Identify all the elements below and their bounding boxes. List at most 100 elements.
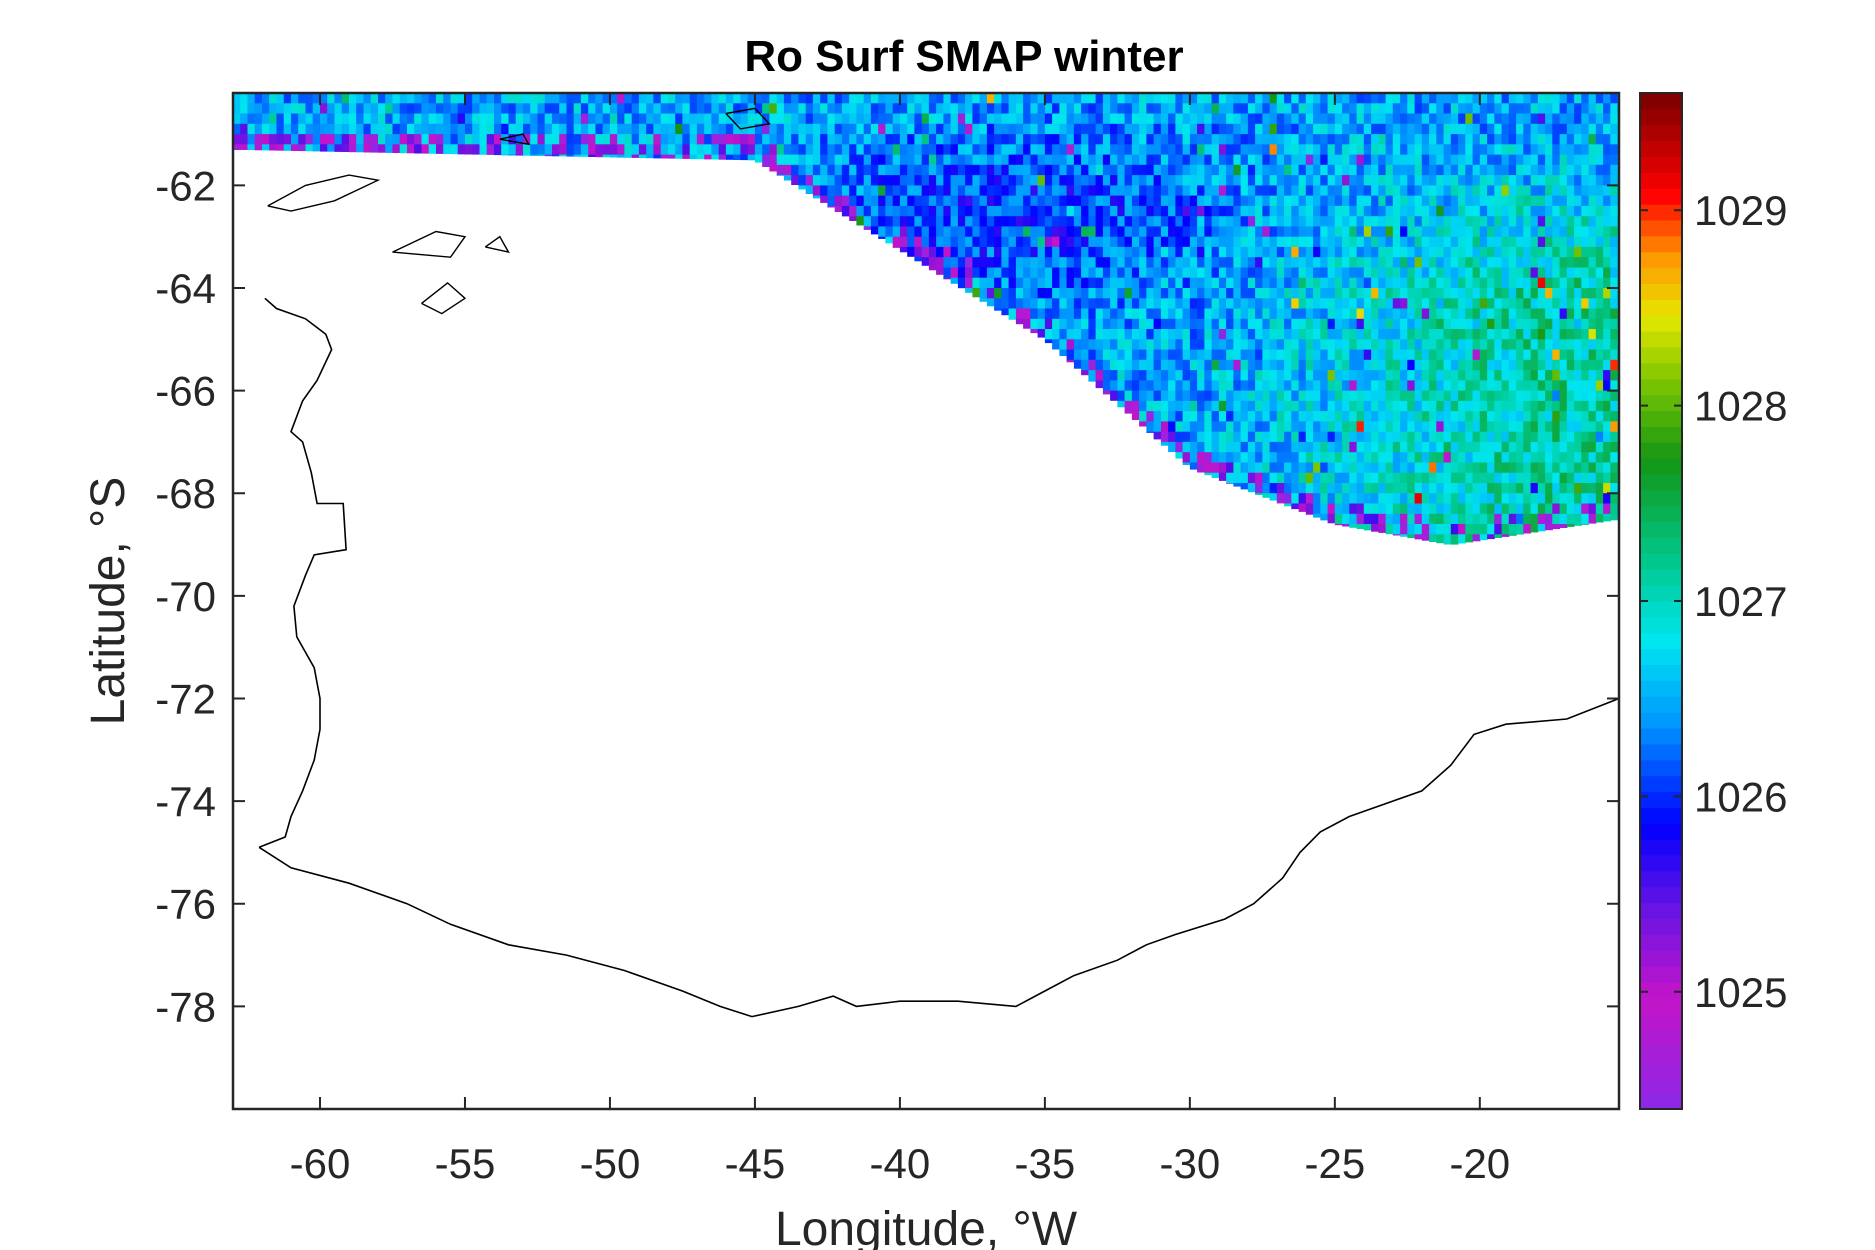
heatmap-cell [1501,103,1510,115]
heatmap-cell [1291,164,1300,176]
heatmap-cell [928,246,937,258]
heatmap-cell [1371,93,1379,104]
heatmap-cell [1465,246,1474,258]
heatmap-cell [421,134,430,145]
heatmap-cell [1581,175,1590,186]
heatmap-cell [1545,452,1553,464]
heatmap-cell [1508,380,1517,392]
heatmap-cell [878,185,886,197]
heatmap-cell [943,205,952,217]
heatmap-cell [1298,441,1307,453]
heatmap-cell [1385,524,1394,535]
heatmap-cell [1052,277,1060,289]
heatmap-cell [1015,236,1024,248]
heatmap-cell [1226,411,1234,422]
heatmap-cell [1349,134,1358,145]
heatmap-cell [1392,483,1401,494]
heatmap-cell [1204,339,1213,351]
heatmap-cell [1269,134,1278,145]
heatmap-cell [1400,339,1408,351]
heatmap-cell [1052,205,1060,217]
heatmap-cell [1588,195,1597,207]
heatmap-cell [1124,370,1133,381]
heatmap-cell [508,154,517,156]
heatmap-cell [1175,349,1184,361]
heatmap-cell [689,93,698,104]
heatmap-cell [1197,400,1205,412]
heatmap-cell [1175,380,1184,392]
heatmap-cell [1356,185,1365,197]
heatmap-cell [1153,113,1162,125]
heatmap-cell [1559,349,1568,361]
heatmap-cell [1240,462,1249,474]
heatmap-cell [972,93,981,104]
heatmap-cell [1073,329,1082,340]
heatmap-cell [1102,370,1111,381]
heatmap-cell [1487,318,1495,330]
heatmap-cell [1240,236,1249,248]
heatmap-cell [1218,421,1227,433]
heatmap-cell [602,134,611,145]
heatmap-cell [979,154,988,166]
heatmap-cell [1458,513,1466,525]
heatmap-cell [254,144,263,151]
heatmap-cell [1487,288,1495,299]
heatmap-cell [870,123,879,135]
heatmap-cell [1603,195,1611,207]
heatmap-cell [1305,205,1314,217]
heatmap-cell [1595,503,1604,515]
heatmap-cell [1574,226,1582,238]
heatmap-cell [1421,216,1430,228]
heatmap-cell [1197,462,1205,473]
heatmap-cell [305,93,314,104]
heatmap-cell [1124,339,1133,351]
heatmap-cell [1603,421,1611,433]
heatmap-cell [1363,123,1372,135]
heatmap-cell [1284,175,1292,186]
heatmap-cell [1124,390,1133,402]
heatmap-cell [1008,257,1017,269]
heatmap-cell [1465,113,1474,125]
heatmap-cell [1574,175,1582,186]
heatmap-cell [725,154,734,160]
heatmap-cell [1429,318,1437,330]
heatmap-cell [1110,164,1118,176]
heatmap-cell [602,93,611,104]
heatmap-cell [1276,329,1285,340]
heatmap-cell [1407,308,1416,320]
heatmap-cell [1429,288,1437,299]
heatmap-cell [1479,390,1488,402]
heatmap-cell [1160,421,1169,433]
heatmap-cell [1291,339,1300,351]
heatmap-cell [1581,164,1590,176]
heatmap-cell [1574,370,1582,381]
heatmap-cell [914,236,923,248]
heatmap-cell [907,144,915,156]
heatmap-cell [1407,503,1416,515]
heatmap-cell [1247,267,1256,279]
heatmap-cell [465,123,473,135]
heatmap-cell [1508,370,1517,381]
heatmap-cell [1204,123,1213,135]
heatmap-cell [1523,380,1532,392]
heatmap-cell [820,93,828,104]
y-tick-label: -76 [155,881,216,928]
heatmap-cell [1197,185,1205,197]
heatmap-cell [269,144,277,151]
heatmap-cell [1197,113,1205,125]
heatmap-cell [1429,329,1437,340]
heatmap-cell [1073,236,1082,248]
heatmap-cell [965,123,973,135]
heatmap-cell [921,195,930,207]
heatmap-cell [1211,257,1220,269]
x-tick-label: -60 [290,1140,351,1187]
heatmap-cell [972,216,981,228]
heatmap-cell [1479,154,1488,166]
heatmap-cell [1574,195,1582,207]
heatmap-cell [1371,318,1379,330]
heatmap-cell [1458,411,1466,422]
heatmap-cell [1001,236,1010,248]
heatmap-cell [1516,524,1524,535]
heatmap-cell [921,144,930,156]
